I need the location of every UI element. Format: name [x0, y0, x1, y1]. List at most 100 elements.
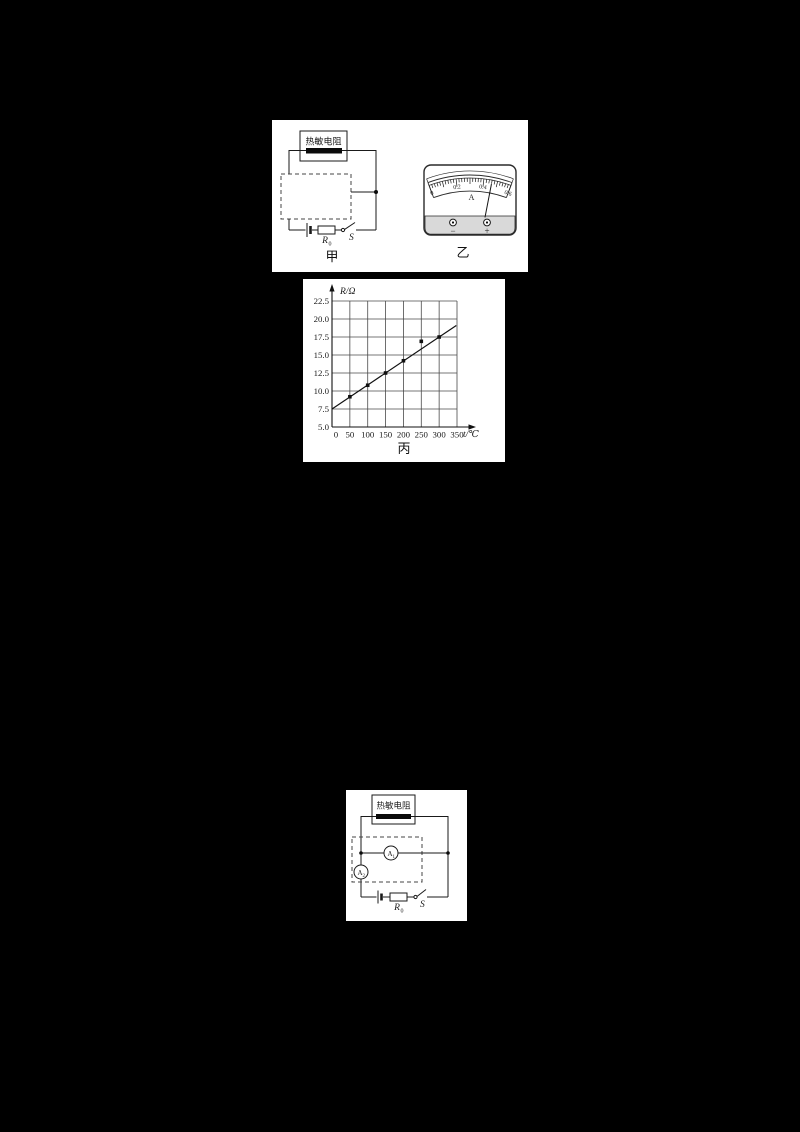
fit-line	[331, 324, 457, 410]
negative-terminal-dot	[451, 221, 455, 224]
scale-inner-arc	[433, 190, 507, 199]
thermistor-bar-icon	[306, 148, 342, 154]
x-tick-label: 350	[450, 430, 464, 440]
figure-panel-bottom: 热敏电阻 A 1 A 2 R 0 S	[346, 790, 467, 921]
caption-yi: 乙	[456, 245, 470, 260]
positive-sign-label: +	[484, 226, 489, 236]
ammeter-tick	[436, 182, 439, 187]
switch-blade-icon	[416, 889, 427, 897]
x-tick-label: 0	[334, 430, 339, 440]
ammeter-tick	[499, 181, 501, 186]
ammeter-scale-label: 0	[430, 191, 435, 198]
resistor-icon	[389, 892, 408, 902]
figure-panel-top: 热敏电阻 R 0 S 0 0.2 0.4 0.6 A	[272, 120, 528, 272]
terminal-strip	[424, 215, 516, 235]
thermistor-box	[299, 130, 348, 162]
scale-outer-arc	[427, 174, 513, 184]
positive-terminal-dot	[485, 221, 489, 224]
wire-left-top	[288, 150, 306, 174]
junction-dot-right	[446, 851, 450, 855]
ammeter-yi-svg: 0 0.2 0.4 0.6 A − +	[423, 164, 517, 236]
thermistor-label: 热敏电阻	[305, 136, 341, 147]
resistor-label: R	[393, 903, 400, 913]
negative-sign-label: −	[450, 226, 455, 236]
ammeter-a1-icon	[383, 845, 399, 861]
y-tick-label: 5.0	[318, 422, 330, 432]
x-axis-title: t/℃	[463, 430, 479, 440]
ammeter-a1-label-sub: 1	[393, 855, 396, 860]
figure-panel-graph: 5.0 7.5 10.0 12.5 15.0 17.5 20.0 22.5 0 50 100 150 2…	[303, 279, 505, 462]
chart-series	[331, 324, 457, 410]
x-tick-label: 200	[397, 430, 411, 440]
thermistor-label: 热敏电阻	[376, 801, 411, 811]
ammeter-tick	[493, 180, 496, 185]
switch-pivot-icon	[413, 894, 418, 900]
data-point	[401, 358, 406, 363]
ammeter-tick	[488, 179, 490, 184]
scale-border-join-right	[511, 178, 514, 183]
resistor-label-sub: 0	[401, 909, 404, 915]
dashed-meter-placeholder	[280, 173, 352, 220]
caption-jia: 甲	[325, 249, 339, 264]
scale-outer-border-arc	[426, 170, 514, 180]
ammeter-tick	[506, 184, 509, 189]
y-tick-label: 7.5	[318, 404, 330, 414]
y-tick-label: 15.0	[314, 350, 330, 360]
circuit-jia-svg: 热敏电阻 R 0 S	[280, 130, 378, 248]
ammeter-tick	[433, 183, 436, 188]
chart-ticks: 5.0 7.5 10.0 12.5 15.0 17.5 20.0 22.5 0 50 100 150 2…	[314, 296, 465, 440]
y-tick-label: 10.0	[314, 386, 330, 396]
ammeter-scale-label: 0.6	[503, 190, 512, 198]
data-point	[437, 335, 441, 339]
y-axis-title: R/Ω	[339, 287, 355, 297]
ammeter-tick	[507, 185, 512, 194]
ammeter-tick	[501, 182, 504, 187]
ammeter-tick	[485, 179, 488, 184]
ammeter-tick	[431, 184, 434, 189]
ammeter-a1-label: A	[387, 850, 392, 858]
ammeter-a2-icon	[353, 864, 369, 880]
ammeter-a2-label: A	[357, 869, 362, 877]
dashed-meter-box	[351, 836, 423, 883]
scale-border-join-left	[426, 178, 429, 183]
ammeter-scale: 0 0.2 0.4 0.6	[428, 178, 512, 218]
wire-left-top	[360, 816, 376, 865]
y-tick-label: 22.5	[314, 296, 330, 306]
caption-bing: 丙	[397, 441, 411, 456]
data-point	[419, 339, 424, 344]
ammeter-tick	[444, 180, 447, 185]
tick-baseline-arc	[428, 177, 512, 186]
switch-label: S	[420, 900, 425, 910]
circuit-bottom-svg: 热敏电阻 A 1 A 2 R 0 S	[351, 794, 450, 915]
ammeter-needle	[484, 183, 492, 218]
resistor-icon	[317, 225, 336, 235]
ammeter-tick	[439, 181, 441, 186]
x-tick-label: 50	[345, 430, 354, 440]
thermistor-box	[371, 794, 416, 825]
x-tick-label: 150	[379, 430, 393, 440]
ammeter-tick	[482, 178, 485, 187]
data-point	[348, 394, 352, 399]
ammeter-tick	[504, 183, 507, 188]
ammeter-tick	[450, 179, 452, 184]
data-point	[365, 383, 370, 388]
thermistor-bar-icon	[376, 814, 411, 819]
x-tick-label: 300	[433, 430, 447, 440]
wire-right	[411, 816, 449, 897]
ammeter-scale-label: 0.4	[479, 184, 487, 191]
junction-dot	[374, 190, 378, 194]
y-tick-label: 17.5	[314, 332, 330, 342]
switch-pivot-icon	[340, 227, 346, 233]
junction-dot-left	[359, 851, 363, 855]
chart-axes	[329, 284, 476, 430]
ammeter-tick	[455, 178, 458, 187]
x-tick-label: 250	[415, 430, 429, 440]
ammeter-a2-label-sub: 2	[363, 874, 366, 879]
y-axis-arrow	[329, 284, 335, 292]
data-point	[383, 371, 388, 375]
x-tick-label: 100	[361, 430, 375, 440]
switch-blade-icon	[344, 222, 356, 230]
ammeter-scale-label: 0.2	[453, 184, 461, 191]
switch-label: S	[349, 233, 354, 243]
